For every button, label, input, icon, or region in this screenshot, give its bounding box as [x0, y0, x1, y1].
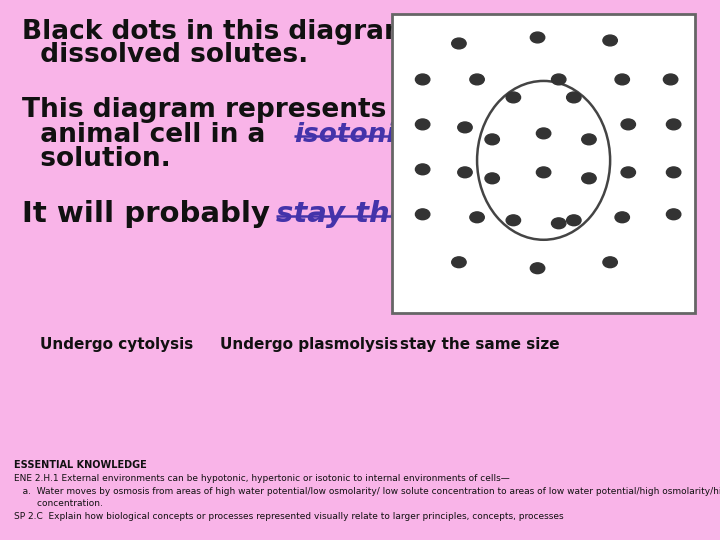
Circle shape [458, 167, 472, 178]
Circle shape [531, 32, 545, 43]
Circle shape [536, 128, 551, 139]
Circle shape [458, 122, 472, 133]
Circle shape [415, 119, 430, 130]
Circle shape [506, 215, 521, 226]
Circle shape [567, 92, 581, 103]
Text: a.  Water moves by osmosis from areas of high water potential/low osmolarity/ lo: a. Water moves by osmosis from areas of … [14, 487, 720, 496]
Circle shape [621, 167, 636, 178]
Circle shape [667, 167, 681, 178]
Ellipse shape [477, 81, 610, 240]
Circle shape [451, 257, 466, 268]
Text: concentration.: concentration. [14, 499, 103, 508]
Text: dissolved solutes.: dissolved solutes. [22, 42, 308, 68]
Text: stay the same size: stay the same size [400, 338, 559, 353]
Circle shape [615, 74, 629, 85]
Circle shape [603, 257, 617, 268]
Text: isotonic: isotonic [294, 122, 410, 147]
Circle shape [552, 218, 566, 228]
Text: It will probably: It will probably [22, 200, 280, 228]
Text: solution.: solution. [22, 146, 171, 172]
Circle shape [470, 212, 485, 222]
Circle shape [536, 167, 551, 178]
Text: ENE 2.H.1 External environments can be hypotonic, hypertonic or isotonic to inte: ENE 2.H.1 External environments can be h… [14, 474, 510, 483]
Circle shape [582, 173, 596, 184]
Circle shape [485, 134, 500, 145]
Circle shape [567, 215, 581, 226]
Circle shape [615, 212, 629, 222]
Circle shape [667, 119, 681, 130]
Circle shape [415, 209, 430, 220]
Circle shape [621, 119, 636, 130]
Circle shape [552, 74, 566, 85]
Circle shape [415, 164, 430, 175]
Text: Undergo plasmolysis: Undergo plasmolysis [220, 338, 397, 353]
Circle shape [582, 134, 596, 145]
Circle shape [470, 74, 485, 85]
Circle shape [663, 74, 678, 85]
Text: ESSENTIAL KNOWLEDGE: ESSENTIAL KNOWLEDGE [14, 460, 147, 470]
Circle shape [531, 263, 545, 274]
Circle shape [667, 209, 681, 220]
Text: This diagram represents an: This diagram represents an [22, 97, 432, 123]
Text: Black dots in this diagram represent: Black dots in this diagram represent [22, 19, 566, 45]
Text: animal cell in a: animal cell in a [22, 122, 274, 147]
Text: stay the same size: stay the same size [276, 200, 581, 228]
Circle shape [603, 35, 617, 46]
FancyBboxPatch shape [392, 14, 695, 313]
Text: SP 2.C  Explain how biological concepts or processes represented visually relate: SP 2.C Explain how biological concepts o… [14, 512, 564, 522]
Text: Undergo cytolysis: Undergo cytolysis [40, 338, 193, 353]
Circle shape [506, 92, 521, 103]
Circle shape [485, 173, 500, 184]
Circle shape [415, 74, 430, 85]
Circle shape [451, 38, 466, 49]
